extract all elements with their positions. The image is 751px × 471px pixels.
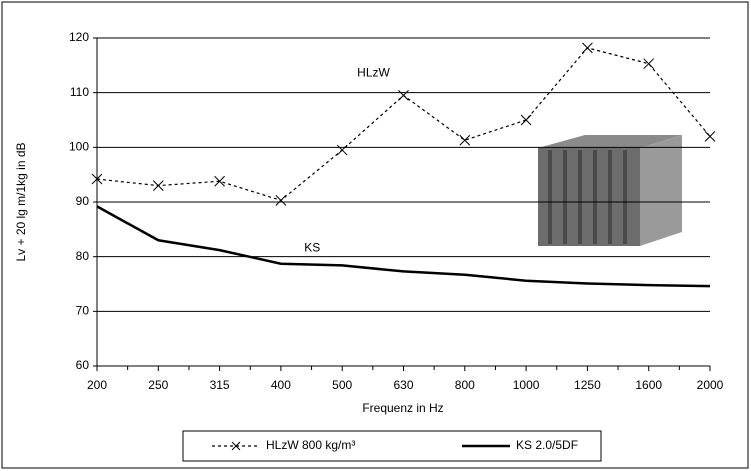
x-tick-label: 400 (271, 378, 291, 392)
data-marker (643, 58, 655, 70)
data-marker (459, 134, 471, 146)
data-marker (275, 195, 287, 206)
x-tick-label: 630 (393, 378, 413, 392)
annotation: HLzW (357, 66, 390, 80)
y-tick-label: 120 (69, 30, 89, 44)
x-tick-label: 1000 (513, 378, 540, 392)
x-tick-label: 200 (87, 378, 107, 392)
y-axis-label: Lv + 20 lg m/1kg in dB (14, 142, 28, 261)
y-tick-label: 100 (69, 140, 89, 154)
x-tick-label: 1600 (635, 378, 662, 392)
data-marker (704, 131, 716, 142)
legend-marker (231, 441, 241, 451)
legend-label: KS 2.0/5DF (516, 438, 578, 452)
x-tick-label: 1250 (574, 378, 601, 392)
x-tick-label: 250 (148, 378, 168, 392)
y-tick-label: 110 (70, 85, 89, 99)
series-line (96, 205, 711, 288)
legend-box (182, 430, 602, 462)
data-marker (152, 180, 164, 191)
data-marker (582, 42, 593, 54)
legend-label: HLzW 800 kg/m³ (266, 438, 355, 452)
y-tick-label: 60 (76, 358, 90, 372)
data-marker (336, 144, 348, 156)
x-tick-label: 2000 (697, 378, 724, 392)
x-tick-label: 800 (455, 378, 475, 392)
x-tick-label: 315 (210, 378, 230, 392)
data-marker (91, 173, 103, 185)
data-marker (520, 114, 532, 126)
y-tick-label: 80 (76, 249, 90, 263)
brick-image (538, 135, 682, 246)
data-marker (214, 175, 225, 187)
x-axis-label: Frequenz in Hz (362, 401, 443, 415)
y-tick-label: 90 (76, 194, 90, 208)
x-tick-label: 500 (332, 378, 352, 392)
data-marker (398, 90, 409, 101)
y-tick-label: 70 (76, 304, 90, 318)
annotation: KS (304, 241, 320, 255)
